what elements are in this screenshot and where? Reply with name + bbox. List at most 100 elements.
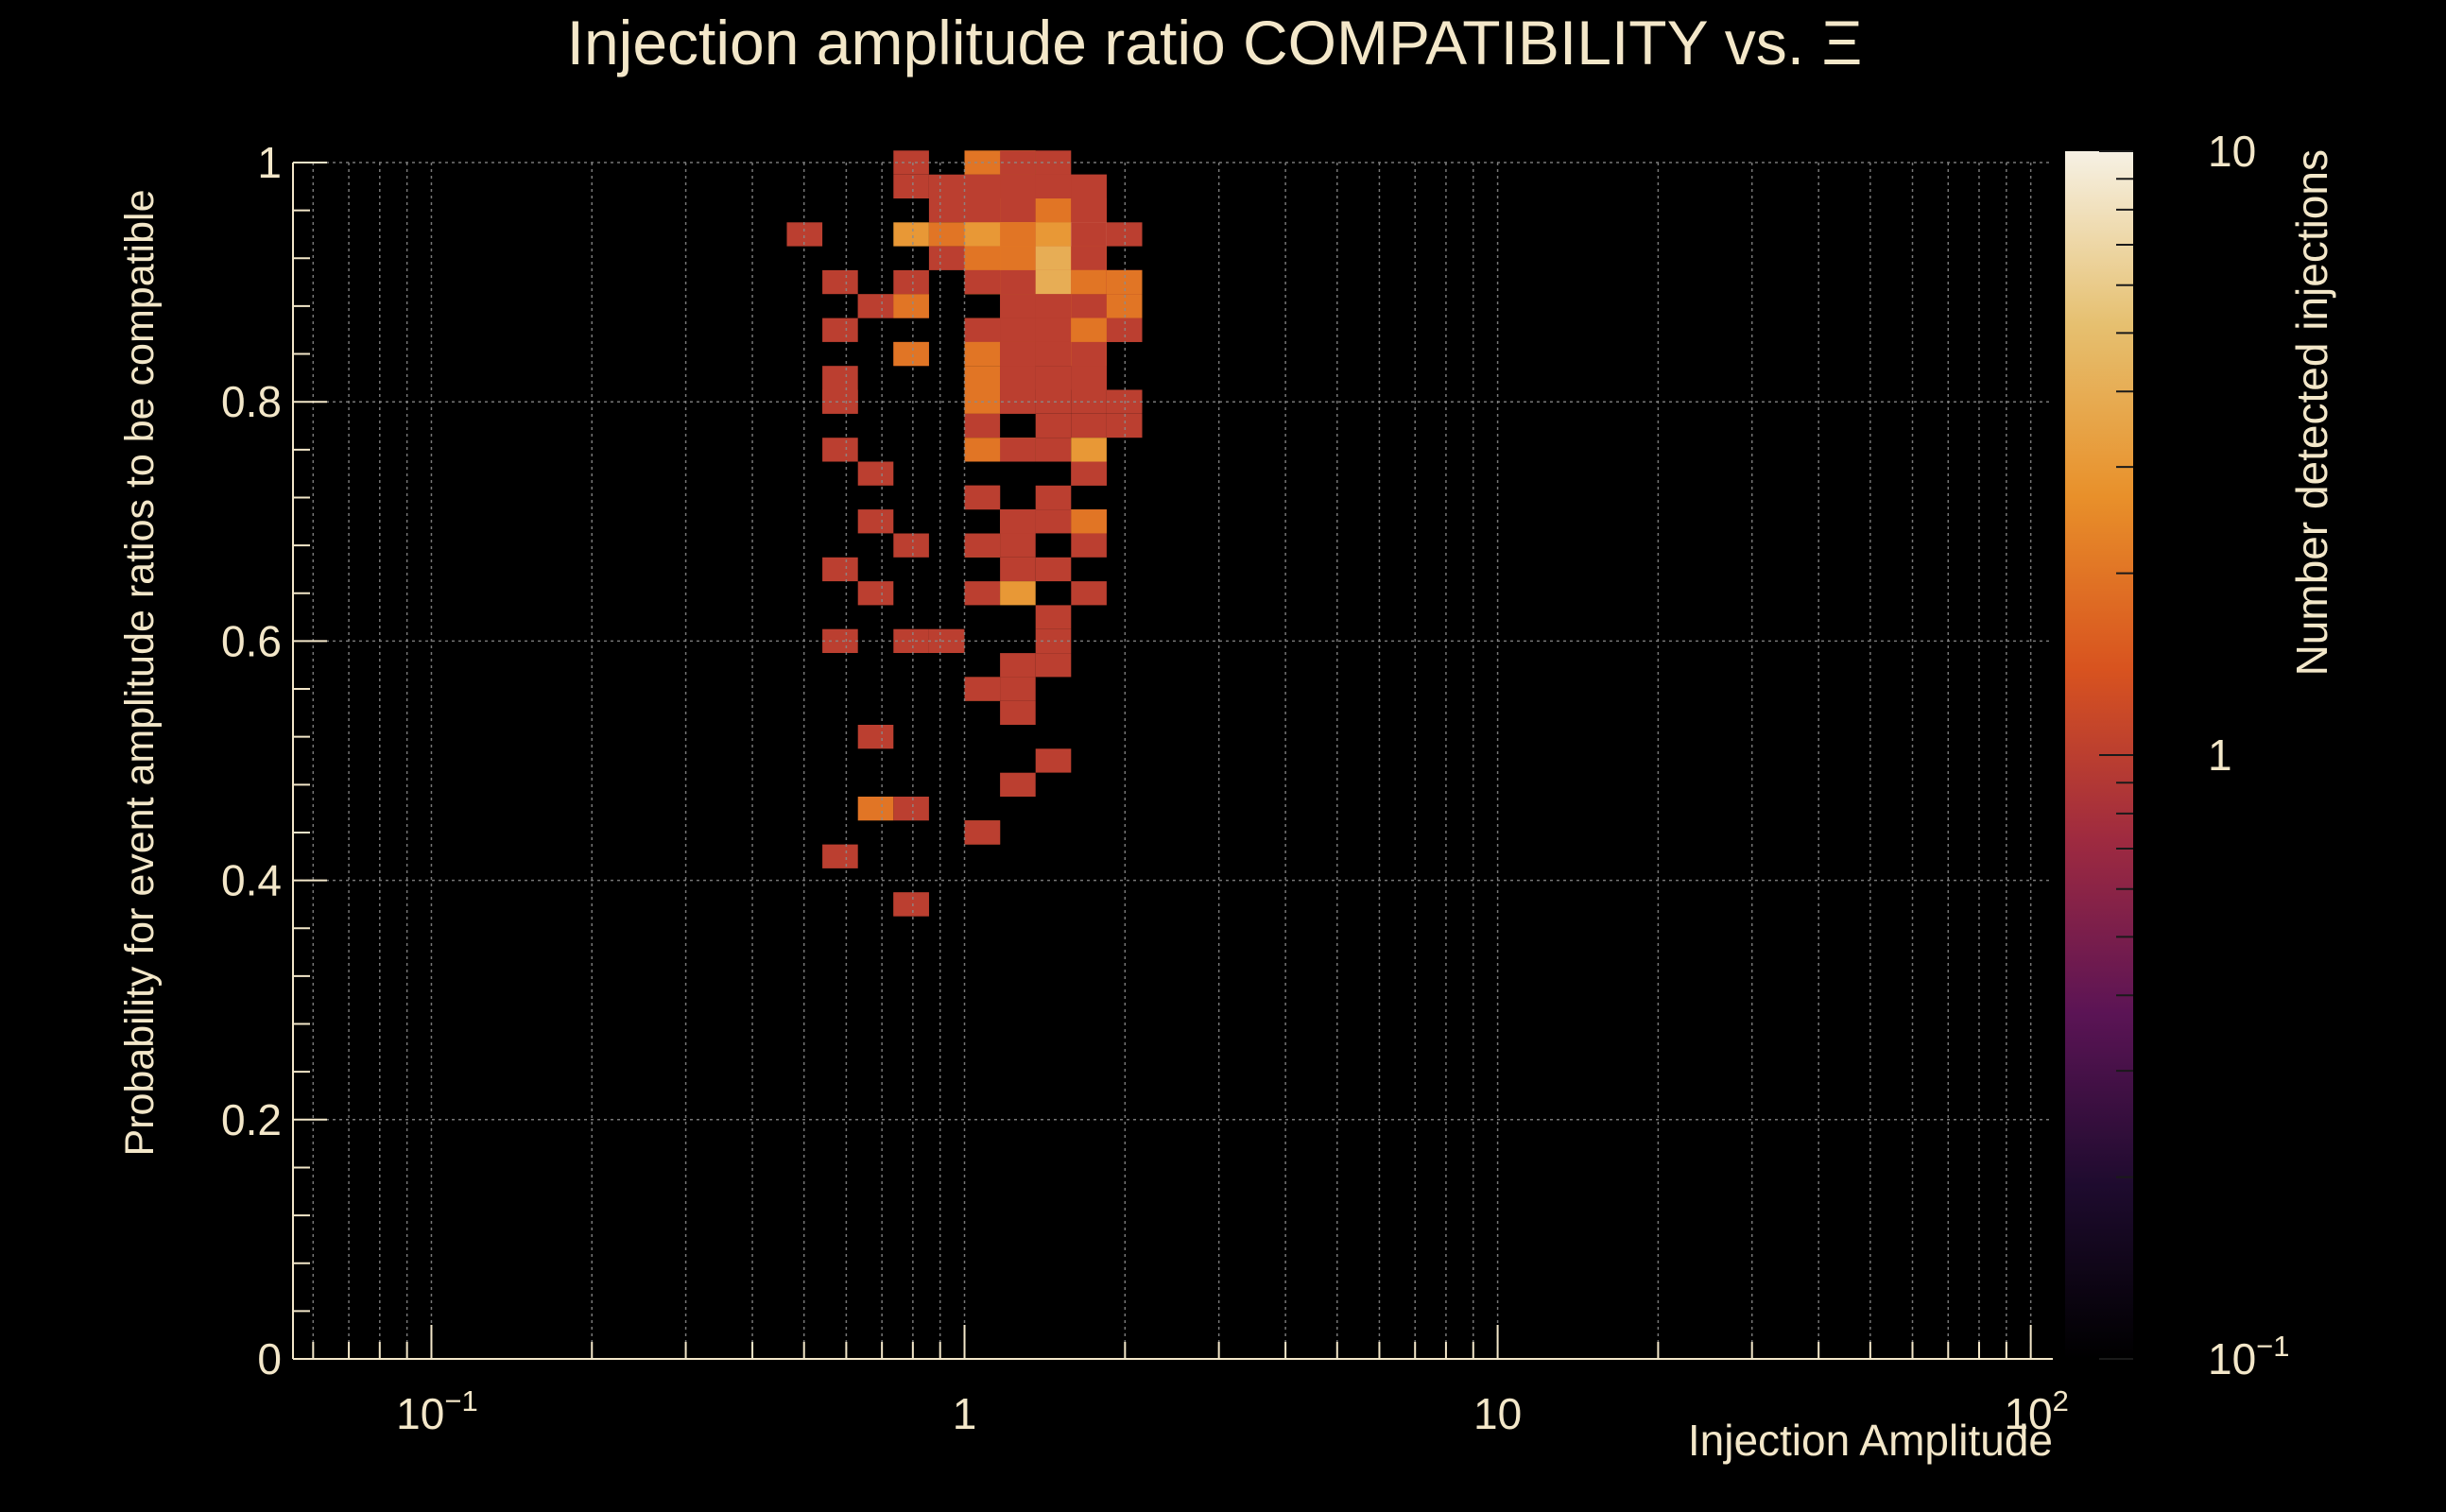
heatmap-cell	[1000, 533, 1036, 558]
heatmap-cell	[1071, 581, 1107, 606]
heatmap-cell	[1000, 581, 1036, 606]
x-tick-label: 10	[1473, 1389, 1522, 1438]
heatmap-cell	[1071, 341, 1107, 367]
heatmap-cell	[964, 413, 1001, 438]
heatmap-cell	[964, 198, 1001, 223]
colorbar-tick-label: 10	[2208, 127, 2256, 176]
heatmap-cell	[1035, 198, 1072, 223]
heatmap-cell	[857, 797, 894, 821]
colorbar-label: Number detected injections	[2287, 149, 2336, 676]
heatmap-cell	[964, 581, 1001, 606]
heatmap-cell	[822, 389, 858, 414]
heatmap-cell	[1106, 294, 1143, 318]
heatmap-cell	[1000, 772, 1036, 797]
heatmap-cell	[1071, 509, 1107, 534]
heatmap-cell	[1035, 509, 1072, 534]
y-tick-label: 0.2	[221, 1095, 282, 1144]
heatmap-cell	[857, 294, 894, 318]
heatmap-cell	[893, 294, 929, 318]
heatmap-cell	[893, 797, 929, 821]
heatmap-cell	[1071, 269, 1107, 295]
heatmap-cell	[1000, 222, 1036, 247]
heatmap-cell	[857, 461, 894, 486]
heatmap-cell	[1035, 246, 1072, 270]
heatmap-cell	[1000, 366, 1036, 390]
chart-title: Injection amplitude ratio COMPATIBILITY …	[567, 8, 1863, 77]
heatmap-cell	[964, 341, 1001, 367]
heatmap-cell	[822, 318, 858, 342]
heatmap-cell	[1035, 318, 1072, 342]
heatmap-cell	[1000, 509, 1036, 534]
heatmap-cell	[1000, 389, 1036, 414]
heatmap-cell	[1000, 557, 1036, 582]
heatmap-cell	[893, 174, 929, 198]
heatmap-cell	[1035, 438, 1072, 462]
heatmap-cell	[1035, 222, 1072, 247]
x-tick-label: 1	[953, 1389, 977, 1438]
heatmap-cell	[893, 269, 929, 295]
heatmap-cell	[1071, 294, 1107, 318]
heatmap-cell	[1071, 413, 1107, 438]
heatmap-cell	[964, 318, 1001, 342]
heatmap-cell	[1000, 677, 1036, 701]
y-tick-label: 0.4	[221, 856, 282, 905]
heatmap-cell	[822, 366, 858, 390]
grid-lines	[293, 162, 2053, 1360]
heatmap-cell	[1035, 366, 1072, 390]
heatmap-cell	[1071, 438, 1107, 462]
heatmap-cell	[928, 198, 965, 223]
heatmap-cell	[1071, 318, 1107, 342]
heatmap-cell	[1071, 246, 1107, 270]
heatmap-cell	[1000, 150, 1036, 175]
heatmap-cell	[964, 246, 1001, 270]
heatmap-cell	[857, 725, 894, 749]
heatmap-cells	[786, 150, 1143, 917]
heatmap-cell	[822, 269, 858, 295]
heatmap-cell	[964, 222, 1001, 247]
heatmap-cell	[1035, 294, 1072, 318]
heatmap-cell	[893, 222, 929, 247]
heatmap-cell	[1000, 438, 1036, 462]
heatmap-cell	[857, 581, 894, 606]
heatmap-cell	[1000, 653, 1036, 678]
heatmap-cell	[1071, 366, 1107, 390]
heatmap-cell	[822, 628, 858, 653]
heatmap-cell	[928, 222, 965, 247]
heatmap-cell	[1000, 700, 1036, 725]
heatmap-cell	[964, 820, 1001, 845]
heatmap-cell	[964, 366, 1001, 390]
heatmap-cell	[1035, 174, 1072, 198]
x-axis-label: Injection Amplitude	[1688, 1416, 2053, 1465]
heatmap-cell	[1035, 748, 1072, 773]
y-tick-label: 0.6	[221, 616, 282, 665]
heatmap-cell	[928, 174, 965, 198]
heatmap-cell	[822, 844, 858, 868]
heatmap-cell	[1000, 318, 1036, 342]
heatmap-cell	[964, 677, 1001, 701]
heatmap-cell	[1071, 174, 1107, 198]
heatmap-cell	[1035, 605, 1072, 629]
y-tick-label: 1	[257, 138, 282, 187]
y-tick-label: 0.8	[221, 377, 282, 426]
heatmap-cell	[1000, 198, 1036, 223]
axes	[292, 162, 2053, 1360]
heatmap-cell	[1000, 294, 1036, 318]
heatmap-cell	[964, 533, 1001, 558]
heatmap-cell	[893, 341, 929, 367]
heatmap-cell	[1071, 533, 1107, 558]
heatmap-cell	[822, 557, 858, 582]
heatmap-cell	[1035, 341, 1072, 367]
heatmap-cell	[1000, 341, 1036, 367]
heatmap-cell	[1035, 557, 1072, 582]
heatmap-cell	[893, 892, 929, 917]
heatmap-cell	[1106, 413, 1143, 438]
heatmap-cell	[1035, 413, 1072, 438]
heatmap-cell	[964, 438, 1001, 462]
heatmap-cell	[893, 533, 929, 558]
y-tick-label: 0	[257, 1334, 282, 1383]
